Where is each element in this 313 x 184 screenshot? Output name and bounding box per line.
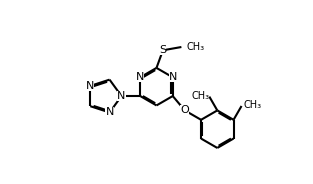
Text: S: S [159, 45, 167, 55]
Text: CH₃: CH₃ [191, 91, 209, 100]
Text: N: N [86, 81, 95, 91]
Text: N: N [136, 72, 144, 82]
Text: N: N [105, 107, 114, 117]
Text: N: N [117, 91, 126, 101]
Text: CH₃: CH₃ [187, 42, 205, 52]
Text: O: O [180, 105, 189, 115]
Text: CH₃: CH₃ [244, 100, 262, 110]
Text: N: N [169, 72, 177, 82]
